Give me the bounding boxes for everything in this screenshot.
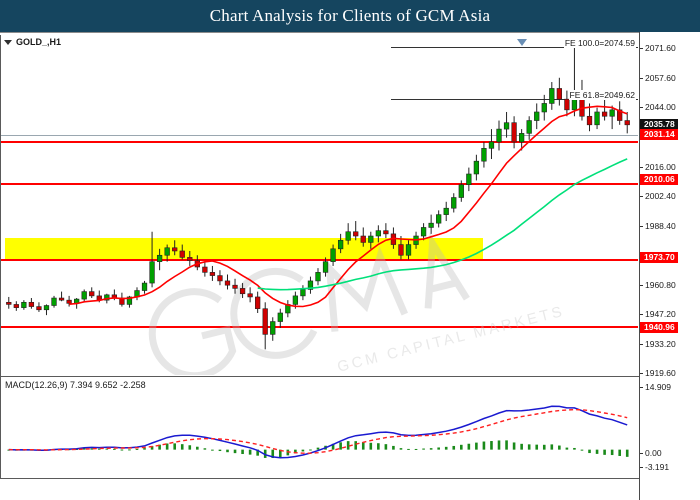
fib-marker-arrow xyxy=(517,39,527,46)
price-tick-1919-60: 1919.60 xyxy=(640,368,676,378)
fib-line-618 xyxy=(391,99,638,100)
price-tick-1960-80: 1960.80 xyxy=(640,280,676,290)
fib-line-100 xyxy=(391,47,638,48)
fib-label-618: FE 61.8=2049.62 xyxy=(568,90,636,100)
price-panel[interactable]: FE 100.0=2074.59 FE 61.8=2049.62 GCM CAP… xyxy=(1,35,638,375)
price-tick-2002-40: 2002.40 xyxy=(640,191,676,201)
fib-label-100: FE 100.0=2074.59 xyxy=(563,38,636,48)
level-line-2010 xyxy=(1,183,638,185)
page-title: Chart Analysis for Clients of GCM Asia xyxy=(209,6,491,25)
macd-panel-bottom-border xyxy=(0,478,639,479)
panel-divider xyxy=(0,376,639,377)
macd-tick-2: -3.191 xyxy=(640,462,669,472)
price-tick-2057-60: 2057.60 xyxy=(640,73,676,83)
current-price-line xyxy=(1,135,638,136)
chart-area[interactable]: GOLD_,H1 FE 100.0=2074.59 FE 61.8=2049.6… xyxy=(0,32,700,500)
symbol-text: GOLD_,H1 xyxy=(16,37,62,47)
price-tick-1933-20: 1933.20 xyxy=(640,339,676,349)
level-line-1973 xyxy=(1,259,638,261)
price-tick-2071-60: 2071.60 xyxy=(640,43,676,53)
level-line-2031 xyxy=(1,141,638,143)
price-tick-2044-00: 2044.00 xyxy=(640,102,676,112)
price-panel-left-border xyxy=(0,35,1,376)
macd-tick-1: 0.00 xyxy=(640,448,662,458)
price-tick-2035-78: 2035.78 xyxy=(640,119,678,130)
price-tick-2016-00: 2016.00 xyxy=(640,162,676,172)
macd-tick-0: 14.909 xyxy=(640,382,671,392)
chevron-down-icon[interactable] xyxy=(4,39,12,45)
level-line-1940 xyxy=(1,326,638,328)
price-candles-svg xyxy=(6,47,630,350)
price-tick-2031-14: 2031.14 xyxy=(640,129,678,140)
macd-panel[interactable]: MACD(12.26,9) 7.394 9.652 -2.258 xyxy=(1,377,638,478)
price-tick-1988-40: 1988.40 xyxy=(640,221,676,231)
price-tick-1947-20: 1947.20 xyxy=(640,309,676,319)
price-axis[interactable]: 2071.60 2057.60 2044.00 2035.78 2031.14 2016.… xyxy=(639,32,700,500)
price-tick-1973-70: 1973.70 xyxy=(640,252,678,263)
price-tick-1940-96: 1940.96 xyxy=(640,322,678,333)
macd-svg xyxy=(7,405,629,459)
title-bar: Chart Analysis for Clients of GCM Asia xyxy=(0,0,700,32)
macd-panel-left-border xyxy=(0,377,1,479)
price-tick-2010-06: 2010.06 xyxy=(640,174,678,185)
symbol-label[interactable]: GOLD_,H1 xyxy=(4,37,61,47)
macd-indicator-label: MACD(12.26,9) 7.394 9.652 -2.258 xyxy=(5,380,146,390)
